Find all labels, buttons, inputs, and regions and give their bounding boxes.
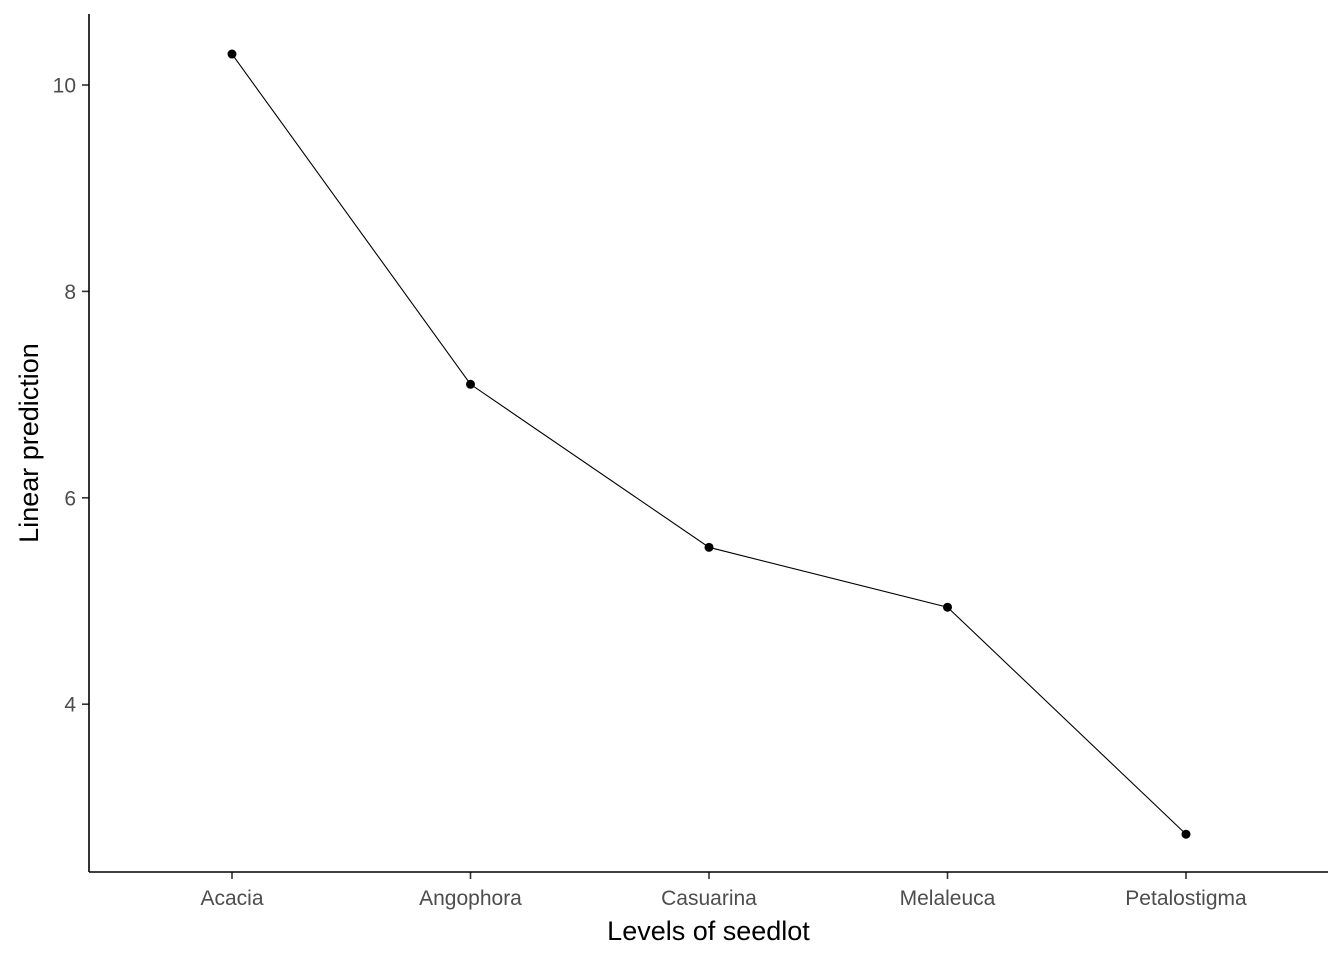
- y-tick-label: 4: [64, 694, 76, 717]
- series-group: [227, 49, 1191, 839]
- x-tick-label: Petalostigma: [1125, 887, 1247, 910]
- x-tick-label: Angophora: [419, 887, 522, 910]
- y-axis-ticks: 4 6 8 10: [53, 75, 89, 717]
- x-tick-label: Acacia: [200, 887, 263, 910]
- y-tick-label: 8: [64, 281, 76, 304]
- x-axis-ticks: Acacia Angophora Casuarina Melaleuca Petalos…: [200, 872, 1247, 910]
- data-point: [704, 542, 714, 552]
- data-point: [227, 49, 237, 59]
- series-line: [231, 53, 1187, 835]
- x-tick-label: Casuarina: [661, 887, 757, 910]
- y-tick-label: 6: [64, 487, 76, 510]
- data-point: [466, 379, 475, 389]
- data-point: [943, 602, 952, 612]
- x-axis-title: Levels of seedlot: [607, 916, 810, 946]
- x-tick-label: Melaleuca: [900, 887, 996, 910]
- data-point: [1181, 829, 1191, 839]
- y-axis-title: Linear prediction: [14, 343, 44, 543]
- y-tick-label: 10: [53, 75, 76, 98]
